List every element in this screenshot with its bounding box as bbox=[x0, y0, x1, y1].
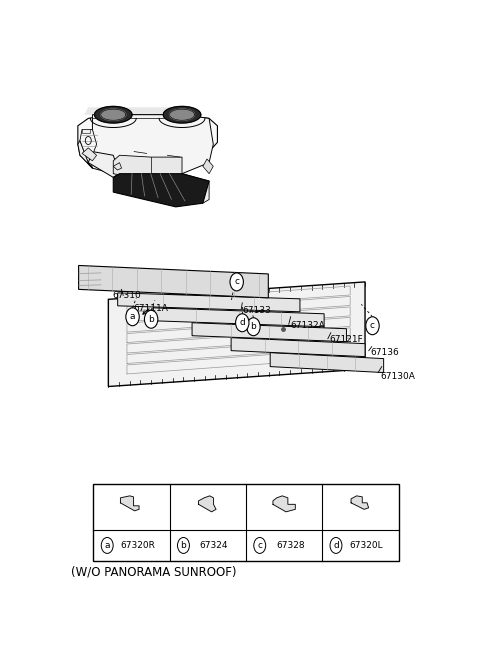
Text: 67320R: 67320R bbox=[120, 541, 155, 550]
Polygon shape bbox=[120, 496, 139, 511]
Polygon shape bbox=[79, 265, 268, 298]
Polygon shape bbox=[163, 106, 201, 123]
Polygon shape bbox=[93, 115, 213, 173]
Text: 67130A: 67130A bbox=[380, 372, 415, 381]
Text: c: c bbox=[370, 322, 375, 330]
Text: d: d bbox=[240, 318, 245, 327]
Text: 67320L: 67320L bbox=[349, 541, 384, 550]
Circle shape bbox=[247, 318, 260, 336]
Circle shape bbox=[366, 317, 379, 334]
Text: b: b bbox=[148, 314, 154, 324]
Polygon shape bbox=[82, 148, 96, 161]
Text: 67132A: 67132A bbox=[290, 321, 324, 330]
Text: b: b bbox=[251, 322, 256, 331]
Polygon shape bbox=[118, 293, 300, 312]
Text: 67133: 67133 bbox=[242, 306, 271, 315]
Circle shape bbox=[236, 314, 249, 332]
Polygon shape bbox=[169, 109, 194, 120]
Polygon shape bbox=[270, 353, 384, 373]
Text: 67324: 67324 bbox=[200, 541, 228, 550]
Bar bbox=[94, 484, 398, 561]
Text: b: b bbox=[180, 541, 186, 550]
Polygon shape bbox=[95, 106, 132, 123]
Text: 67328: 67328 bbox=[276, 541, 304, 550]
Circle shape bbox=[101, 538, 113, 553]
Polygon shape bbox=[78, 115, 217, 157]
Polygon shape bbox=[84, 107, 172, 115]
Circle shape bbox=[178, 538, 190, 553]
Polygon shape bbox=[113, 155, 182, 181]
Polygon shape bbox=[80, 129, 96, 155]
Polygon shape bbox=[82, 129, 90, 133]
Text: 67136: 67136 bbox=[371, 348, 399, 357]
Polygon shape bbox=[153, 308, 324, 327]
Polygon shape bbox=[192, 323, 347, 342]
Text: 67121F: 67121F bbox=[330, 335, 363, 344]
Polygon shape bbox=[203, 159, 213, 173]
Polygon shape bbox=[88, 151, 120, 177]
Polygon shape bbox=[101, 109, 126, 120]
Polygon shape bbox=[182, 173, 209, 203]
Text: 67111A: 67111A bbox=[134, 304, 168, 313]
Polygon shape bbox=[231, 338, 365, 356]
Circle shape bbox=[330, 538, 342, 553]
Text: d: d bbox=[333, 541, 339, 550]
Polygon shape bbox=[108, 282, 365, 386]
Text: 67310: 67310 bbox=[112, 291, 141, 300]
Polygon shape bbox=[199, 496, 216, 512]
Polygon shape bbox=[273, 496, 295, 512]
Text: a: a bbox=[130, 313, 135, 322]
Polygon shape bbox=[113, 173, 209, 207]
Polygon shape bbox=[78, 140, 93, 168]
Circle shape bbox=[126, 308, 139, 325]
Text: c: c bbox=[234, 278, 239, 287]
Text: (W/O PANORAMA SUNROOF): (W/O PANORAMA SUNROOF) bbox=[71, 566, 237, 579]
Polygon shape bbox=[113, 162, 121, 170]
Polygon shape bbox=[351, 496, 369, 509]
Circle shape bbox=[254, 538, 265, 553]
Text: a: a bbox=[105, 541, 110, 550]
Polygon shape bbox=[78, 144, 113, 173]
Text: c: c bbox=[257, 541, 262, 550]
Circle shape bbox=[230, 273, 243, 291]
Circle shape bbox=[144, 311, 158, 328]
